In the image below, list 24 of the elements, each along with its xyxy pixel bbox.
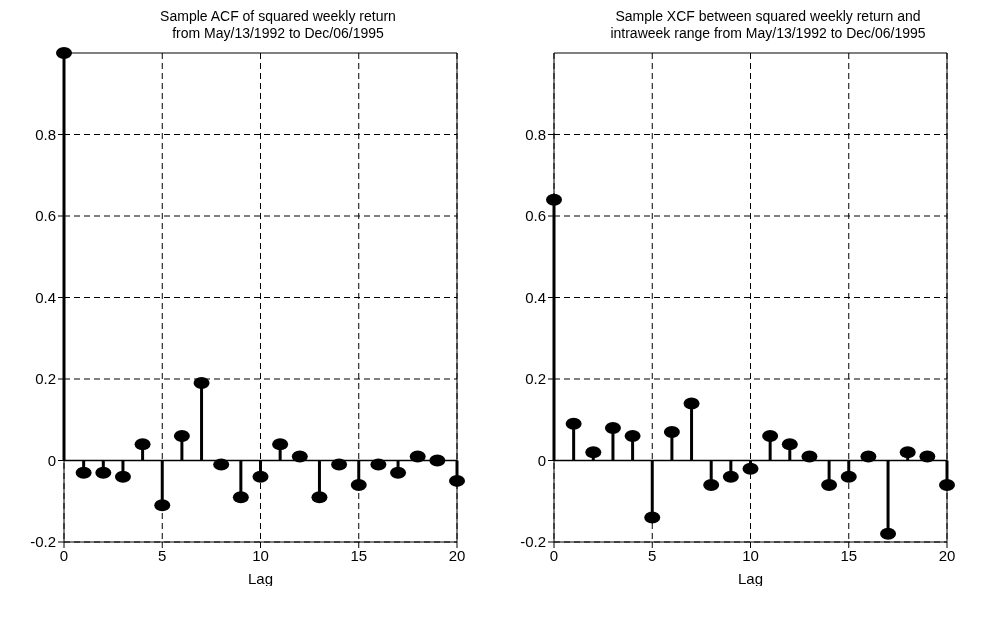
- y-tick-label: 0.8: [35, 125, 56, 143]
- y-tick-label: 0.2: [525, 370, 546, 388]
- y-tick-label: -0.2: [30, 533, 56, 551]
- x-tick-label: 20: [938, 546, 956, 564]
- y-tick-label: 0.6: [525, 207, 546, 225]
- y-tick-label: -0.2: [520, 533, 546, 551]
- y-tick-label: 0.2: [35, 370, 56, 388]
- y-tick-label: 0.4: [35, 288, 56, 306]
- y-tick-label: 0.6: [35, 207, 56, 225]
- x-tick-label: 20: [448, 546, 466, 564]
- x-tick-label: 5: [158, 546, 167, 564]
- y-tick-label: 0.4: [525, 288, 546, 306]
- x-tick-label: 0: [549, 546, 559, 564]
- x-tick-label: 15: [350, 546, 368, 564]
- x-tick-label: 0: [59, 546, 69, 564]
- x-tick-label: 10: [742, 546, 759, 564]
- y-tick-label: 0.8: [525, 125, 546, 143]
- x-tick-label: 15: [840, 546, 858, 564]
- x-tick-label: 5: [648, 546, 657, 564]
- y-tick-label: 0: [47, 451, 56, 469]
- x-tick-label: 10: [252, 546, 269, 564]
- chart-title: Sample ACF of squared weekly return from May/13/1992 to Dec/06/1995: [159, 8, 397, 43]
- y-tick-label: 0: [537, 451, 546, 469]
- chart-title: Sample XCF between squared weekly return and intraweek range from May/13/1992 to Dec/06/1995: [609, 8, 927, 43]
